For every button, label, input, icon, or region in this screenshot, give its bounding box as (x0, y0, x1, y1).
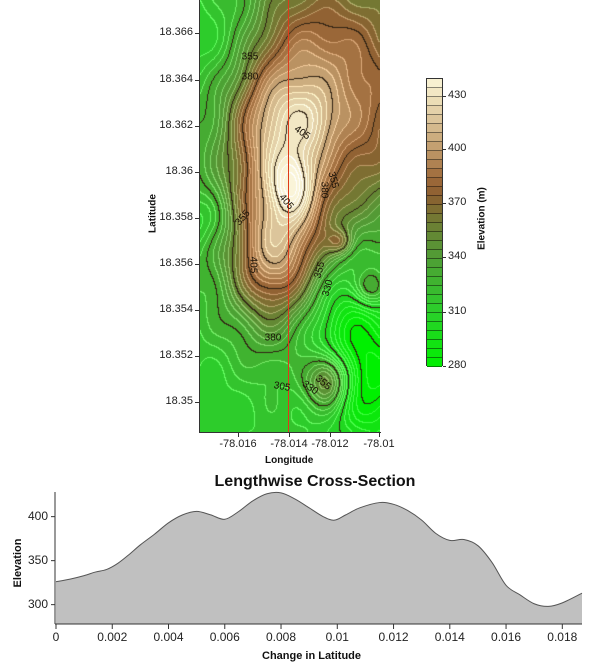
map-y-tick-label: 18.366 (159, 26, 193, 38)
colorbar-tick-label: 400 (448, 142, 467, 154)
elevation-profile-line (55, 491, 583, 607)
map-x-tick-mark (238, 433, 239, 437)
colorbar-tick-mark (443, 312, 446, 313)
cross-section-x-label: Change in Latitude (262, 650, 361, 662)
map-y-tick-label: 18.358 (159, 211, 193, 223)
colorbar-band (427, 250, 442, 259)
map-y-tick-mark (195, 402, 199, 403)
colorbar-band (427, 196, 442, 205)
map-y-tick-label: 18.364 (159, 73, 193, 85)
map-y-tick-mark (195, 264, 199, 265)
colorbar-tick-label: 340 (448, 250, 467, 262)
colorbar-band (427, 322, 442, 331)
colorbar-band (427, 160, 442, 169)
colorbar-band (427, 268, 442, 277)
contour-label: 380 (264, 332, 282, 344)
colorbar-tick-mark (443, 203, 446, 204)
map-x-tick-mark (289, 433, 290, 437)
map-y-tick-mark (195, 80, 199, 81)
map-x-axis (199, 432, 381, 433)
cross-section-x-tick-label: 0.008 (266, 630, 297, 644)
cross-section-x-tick-label: 0.014 (434, 630, 465, 644)
colorbar-band (427, 304, 442, 313)
cross-section-y-label: Elevation (12, 538, 24, 588)
colorbar-band (427, 79, 442, 88)
colorbar-tick-label: 430 (448, 89, 467, 101)
colorbar-band (427, 241, 442, 250)
map-y-axis (199, 0, 200, 433)
colorbar-band (427, 331, 442, 340)
cross-section-x-tick-label: 0.002 (97, 630, 128, 644)
cross-section-x-tick-label: 0 (52, 630, 60, 644)
colorbar-band (427, 214, 442, 223)
cross-section-x-tick-label: 0.004 (153, 630, 184, 644)
cross-section-x-tick-label: 0.01 (325, 630, 349, 644)
colorbar-band (427, 151, 442, 160)
colorbar-tick-label: 280 (448, 359, 467, 371)
map-x-tick-mark (379, 433, 380, 437)
map-y-tick-mark (195, 126, 199, 127)
cross-section-x-tick-label: 0.006 (209, 630, 240, 644)
cross-section-x-tick-label: 0.012 (378, 630, 409, 644)
cross-section-y-tick-label: 350 (27, 552, 48, 567)
cross-section-y-tick-label: 400 (27, 508, 48, 523)
map-x-tick-mark (330, 433, 331, 437)
colorbar-band (427, 169, 442, 178)
colorbar-band (427, 232, 442, 241)
map-y-tick-mark (195, 218, 199, 219)
map-y-tick-label: 18.362 (159, 119, 193, 131)
colorbar-band (427, 187, 442, 196)
colorbar-band (427, 88, 442, 97)
colorbar-band (427, 340, 442, 349)
colorbar-tick-mark (443, 96, 446, 97)
map-y-tick-mark (195, 172, 199, 173)
elevation-contour-map (200, 0, 380, 432)
cross-section-title: Lengthwise Cross-Section (214, 473, 416, 490)
transect-line (288, 0, 289, 432)
map-y-tick-label: 18.352 (159, 349, 193, 361)
map-y-tick-label: 18.36 (165, 165, 193, 177)
colorbar-tick-mark (443, 149, 446, 150)
map-y-tick-mark (195, 310, 199, 311)
elevation-area (56, 492, 582, 624)
colorbar (426, 78, 443, 367)
colorbar-tick-mark (443, 366, 446, 367)
colorbar-tick-label: 370 (448, 196, 467, 208)
map-y-tick-label: 18.354 (159, 303, 193, 315)
colorbar-band (427, 178, 442, 187)
colorbar-tick-label: 310 (448, 305, 467, 317)
map-x-label: Longitude (265, 455, 314, 466)
colorbar-band (427, 133, 442, 142)
map-y-tick-label: 18.35 (165, 395, 193, 407)
contour-label: 355 (241, 51, 259, 63)
cross-section-x-tick-label: 0.016 (491, 630, 522, 644)
colorbar-band (427, 115, 442, 124)
colorbar-tick-mark (443, 257, 446, 258)
map-y-tick-mark (195, 356, 199, 357)
colorbar-band (427, 106, 442, 115)
colorbar-band (427, 259, 442, 268)
map-y-tick-label: 18.356 (159, 257, 193, 269)
map-x-tick-label: -78.016 (219, 438, 257, 450)
colorbar-band (427, 277, 442, 286)
colorbar-band (427, 286, 442, 295)
colorbar-band (427, 223, 442, 232)
map-y-tick-mark (195, 33, 199, 34)
colorbar-band (427, 349, 442, 358)
colorbar-band (427, 124, 442, 133)
map-x-tick-label: -78.01 (363, 438, 395, 450)
map-x-tick-label: -78.012 (311, 438, 349, 450)
cross-section-y-tick-label: 300 (27, 596, 48, 611)
colorbar-band (427, 295, 442, 304)
map-x-tick-label: -78.014 (270, 438, 308, 450)
colorbar-band (427, 205, 442, 214)
colorbar-band (427, 97, 442, 106)
contour-label: 380 (241, 71, 259, 83)
colorbar-band (427, 358, 442, 367)
colorbar-band (427, 142, 442, 151)
cross-section-x-tick-label: 0.018 (547, 630, 578, 644)
colorbar-band (427, 313, 442, 322)
